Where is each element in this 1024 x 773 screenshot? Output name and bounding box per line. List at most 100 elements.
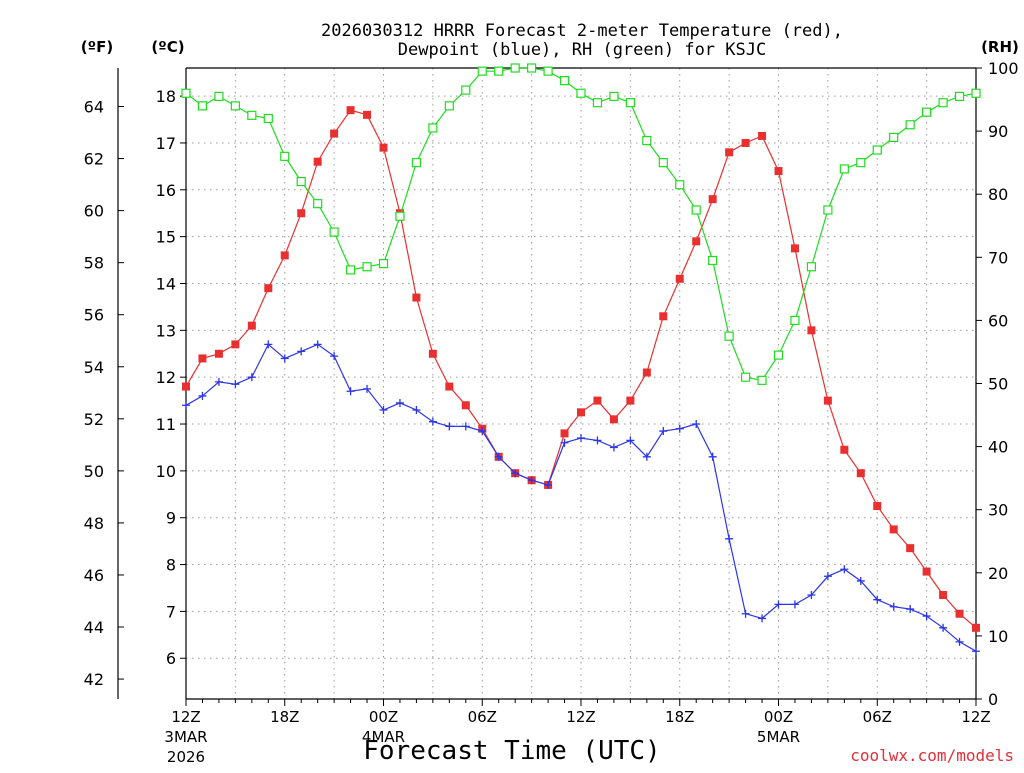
rh-point: [675, 180, 685, 190]
temperature-point: [807, 326, 816, 335]
dewpoint-point: [790, 600, 799, 609]
dewpoint-point: [461, 422, 470, 431]
temperature-point: [922, 567, 931, 576]
x-tick-label: 00Z: [369, 708, 398, 726]
dewpoint-point: [264, 340, 273, 349]
axes-layer: 6 7 8 9 10 11 12 13 14 15 16 17 18 42 44 46 48 50 52 54 56 58…: [84, 59, 1019, 766]
rh-point: [559, 76, 570, 86]
temperature-point: [741, 138, 750, 147]
celsius-unit-label: (ºC): [151, 38, 184, 56]
dewpoint-point: [297, 347, 306, 356]
rh-point: [510, 63, 520, 73]
temperature-point: [247, 321, 256, 330]
fahrenheit-tick-label: 46: [84, 566, 104, 585]
dewpoint-point: [675, 424, 684, 433]
rh-point: [708, 255, 718, 266]
rh-tick-label: 70: [988, 248, 1008, 267]
rh-point: [477, 66, 487, 76]
rh-point: [856, 158, 866, 168]
x-tick-date-label: 5MAR: [757, 728, 800, 746]
dewpoint-point: [231, 380, 240, 389]
rh-point: [527, 63, 537, 73]
rh-tick-label: 80: [988, 185, 1008, 204]
rh-point: [230, 101, 240, 111]
rh-point: [428, 123, 438, 133]
fahrenheit-tick-label: 50: [84, 462, 104, 481]
rh-point: [181, 88, 191, 98]
temperature-point: [297, 209, 306, 218]
rh-tick-label: 100: [988, 59, 1019, 78]
temperature-point: [972, 623, 980, 632]
temperature-point: [675, 274, 684, 283]
dewpoint-point: [906, 605, 915, 614]
rh-point: [444, 101, 454, 111]
fahrenheit-tick-label: 48: [84, 514, 104, 533]
celsius-tick-label: 6: [166, 649, 176, 668]
temperature-point: [906, 544, 915, 553]
dewpoint-point: [840, 565, 849, 574]
rh-point: [263, 113, 273, 124]
temperature-point: [198, 354, 207, 363]
temperature-point: [659, 312, 668, 321]
fahrenheit-tick-label: 56: [84, 306, 104, 325]
rh-point: [625, 98, 635, 108]
rh-point: [790, 315, 800, 325]
celsius-tick-label: 9: [166, 509, 176, 528]
temperature-point: [840, 445, 849, 454]
rh-point: [345, 265, 356, 275]
temperature-point: [708, 195, 717, 204]
rh-point: [642, 135, 652, 146]
dewpoint-point: [182, 401, 190, 410]
rh-point: [576, 88, 586, 98]
rh-point: [280, 151, 290, 161]
x-tick-label: 18Z: [665, 708, 694, 726]
dewpoint-point: [412, 405, 421, 414]
rh-point: [922, 107, 932, 117]
dewpoint-point: [511, 469, 520, 478]
dewpoint-point: [577, 434, 585, 443]
rh-point: [592, 98, 603, 108]
dewpoint-point: [395, 398, 404, 407]
rh-tick-label: 30: [988, 501, 1008, 520]
temperature-point: [330, 129, 339, 138]
dewpoint-point: [692, 420, 701, 429]
rh-point: [823, 205, 833, 215]
rh-point: [494, 66, 504, 76]
rh-point: [543, 66, 553, 76]
x-tick-date-label: 4MAR: [362, 728, 405, 746]
rh-tick-label: 90: [988, 122, 1008, 141]
dewpoint-point: [445, 422, 454, 431]
rh-point: [773, 350, 784, 360]
celsius-tick-label: 14: [156, 274, 176, 293]
credit-text: coolwx.com/models: [850, 746, 1014, 765]
rh-point: [954, 91, 965, 101]
dewpoint-point: [642, 452, 651, 461]
chart-title-line2: Dewpoint (blue), RH (green) for KSJC: [398, 40, 766, 60]
dewpoint-point: [280, 354, 289, 363]
dewpoint-point: [659, 427, 668, 436]
rh-point: [214, 91, 224, 101]
rh-point: [806, 262, 817, 272]
chart-title: 2026030312 HRRR Forecast 2-meter Tempera…: [321, 21, 843, 41]
dewpoint-point: [198, 391, 207, 400]
dewpoint-point: [346, 387, 355, 396]
dewpoint-point: [214, 377, 223, 386]
rh-point: [889, 132, 899, 143]
dewpoint-point: [544, 480, 553, 489]
rh-tick-label: 10: [988, 627, 1008, 646]
dewpoint-point: [593, 436, 602, 445]
temperature-point: [313, 157, 322, 166]
dewpoint-point: [939, 623, 948, 632]
temperature-point: [428, 349, 437, 358]
dewpoint-point: [758, 614, 767, 623]
dewpoint-point: [494, 452, 503, 461]
rh-point: [296, 176, 306, 187]
temperature-point: [790, 244, 799, 253]
rh-point: [839, 164, 849, 174]
dewpoint-point: [807, 591, 816, 600]
x-tick-label: 12Z: [171, 708, 200, 726]
dewpoint-point: [725, 534, 734, 543]
fahrenheit-tick-label: 44: [84, 618, 104, 637]
